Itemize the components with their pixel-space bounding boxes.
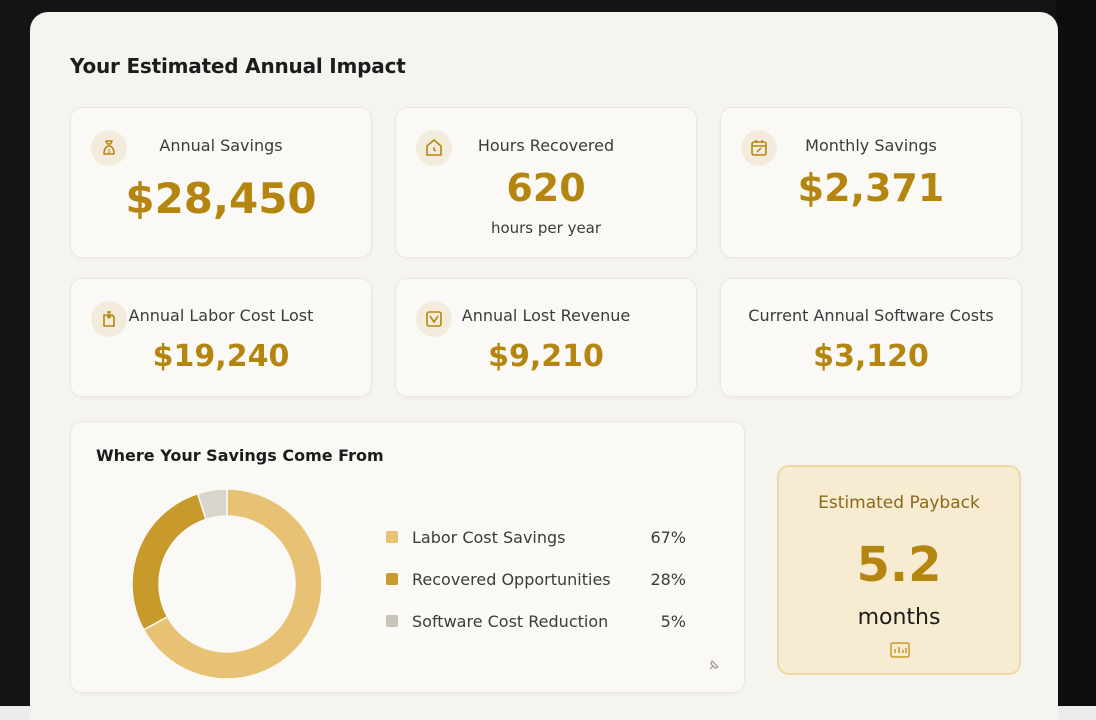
legend-label: Recovered Opportunities <box>412 569 611 589</box>
metric-card-hours-recovered: Hours Recovered 620 hours per year <box>395 107 697 258</box>
metric-card-labor-cost: Annual Labor Cost Lost $19,240 <box>70 278 372 397</box>
payback-card: Estimated Payback 5.2 months <box>777 465 1021 675</box>
page-title: Your Estimated Annual Impact <box>70 54 406 78</box>
legend-percent: 67% <box>650 527 686 547</box>
calendar-icon <box>741 130 777 166</box>
payback-label: Estimated Payback <box>818 493 980 513</box>
metric-card-monthly-savings: Monthly Savings $2,371 <box>720 107 1022 258</box>
legend-label: Software Cost Reduction <box>412 611 609 631</box>
metric-label: Annual Lost Revenue <box>461 306 631 325</box>
legend-item: Recovered Opportunities 28% <box>386 567 686 591</box>
device-frame <box>1056 0 1096 720</box>
chart-down-icon <box>416 301 452 337</box>
metric-value: $28,450 <box>125 174 317 223</box>
pin-icon[interactable] <box>707 658 721 672</box>
calculator-icon <box>890 642 910 658</box>
metric-sub: hours per year <box>490 219 602 237</box>
metric-value: $19,240 <box>152 339 290 374</box>
chart-title: Where Your Savings Come From <box>96 446 384 465</box>
metric-label: Annual Savings <box>159 136 283 155</box>
savings-breakdown-card: Where Your Savings Come From Labor Cost … <box>70 421 745 693</box>
donut-chart <box>131 488 323 680</box>
donut-slice-recovered-opportunities <box>131 492 207 631</box>
legend-swatch <box>386 573 398 585</box>
metric-value: $2,371 <box>797 166 945 210</box>
document-icon <box>91 301 127 337</box>
metric-value: 620 <box>506 166 586 210</box>
legend-item: Labor Cost Savings 67% <box>386 525 686 549</box>
svg-text:$: $ <box>107 148 111 155</box>
metric-card-lost-revenue: Annual Lost Revenue $9,210 <box>395 278 697 397</box>
clock-icon <box>416 130 452 166</box>
metric-value: $3,120 <box>813 339 929 374</box>
metric-label: Current Annual Software Costs <box>748 306 994 325</box>
legend-swatch <box>386 615 398 627</box>
metric-value: $9,210 <box>488 339 604 374</box>
donut-slice-labor-cost-savings <box>142 488 323 680</box>
payback-value: 5.2 <box>856 537 942 593</box>
dashboard-screen: Your Estimated Annual Impact $ Annual Sa… <box>30 12 1058 720</box>
donut-slice-software-cost-reduction <box>196 488 228 521</box>
metric-label: Monthly Savings <box>805 136 937 155</box>
metric-card-software-costs: Current Annual Software Costs $3,120 <box>720 278 1022 397</box>
legend-item: Software Cost Reduction 5% <box>386 609 686 633</box>
payback-unit: months <box>857 605 941 630</box>
legend-percent: 28% <box>650 569 686 589</box>
legend-swatch <box>386 531 398 543</box>
metric-label: Hours Recovered <box>477 136 615 155</box>
legend-percent: 5% <box>660 611 686 631</box>
metric-card-annual-savings: $ Annual Savings $28,450 <box>70 107 372 258</box>
legend-label: Labor Cost Savings <box>412 527 566 547</box>
money-bag-icon: $ <box>91 130 127 166</box>
metric-label: Annual Labor Cost Lost <box>128 306 314 325</box>
